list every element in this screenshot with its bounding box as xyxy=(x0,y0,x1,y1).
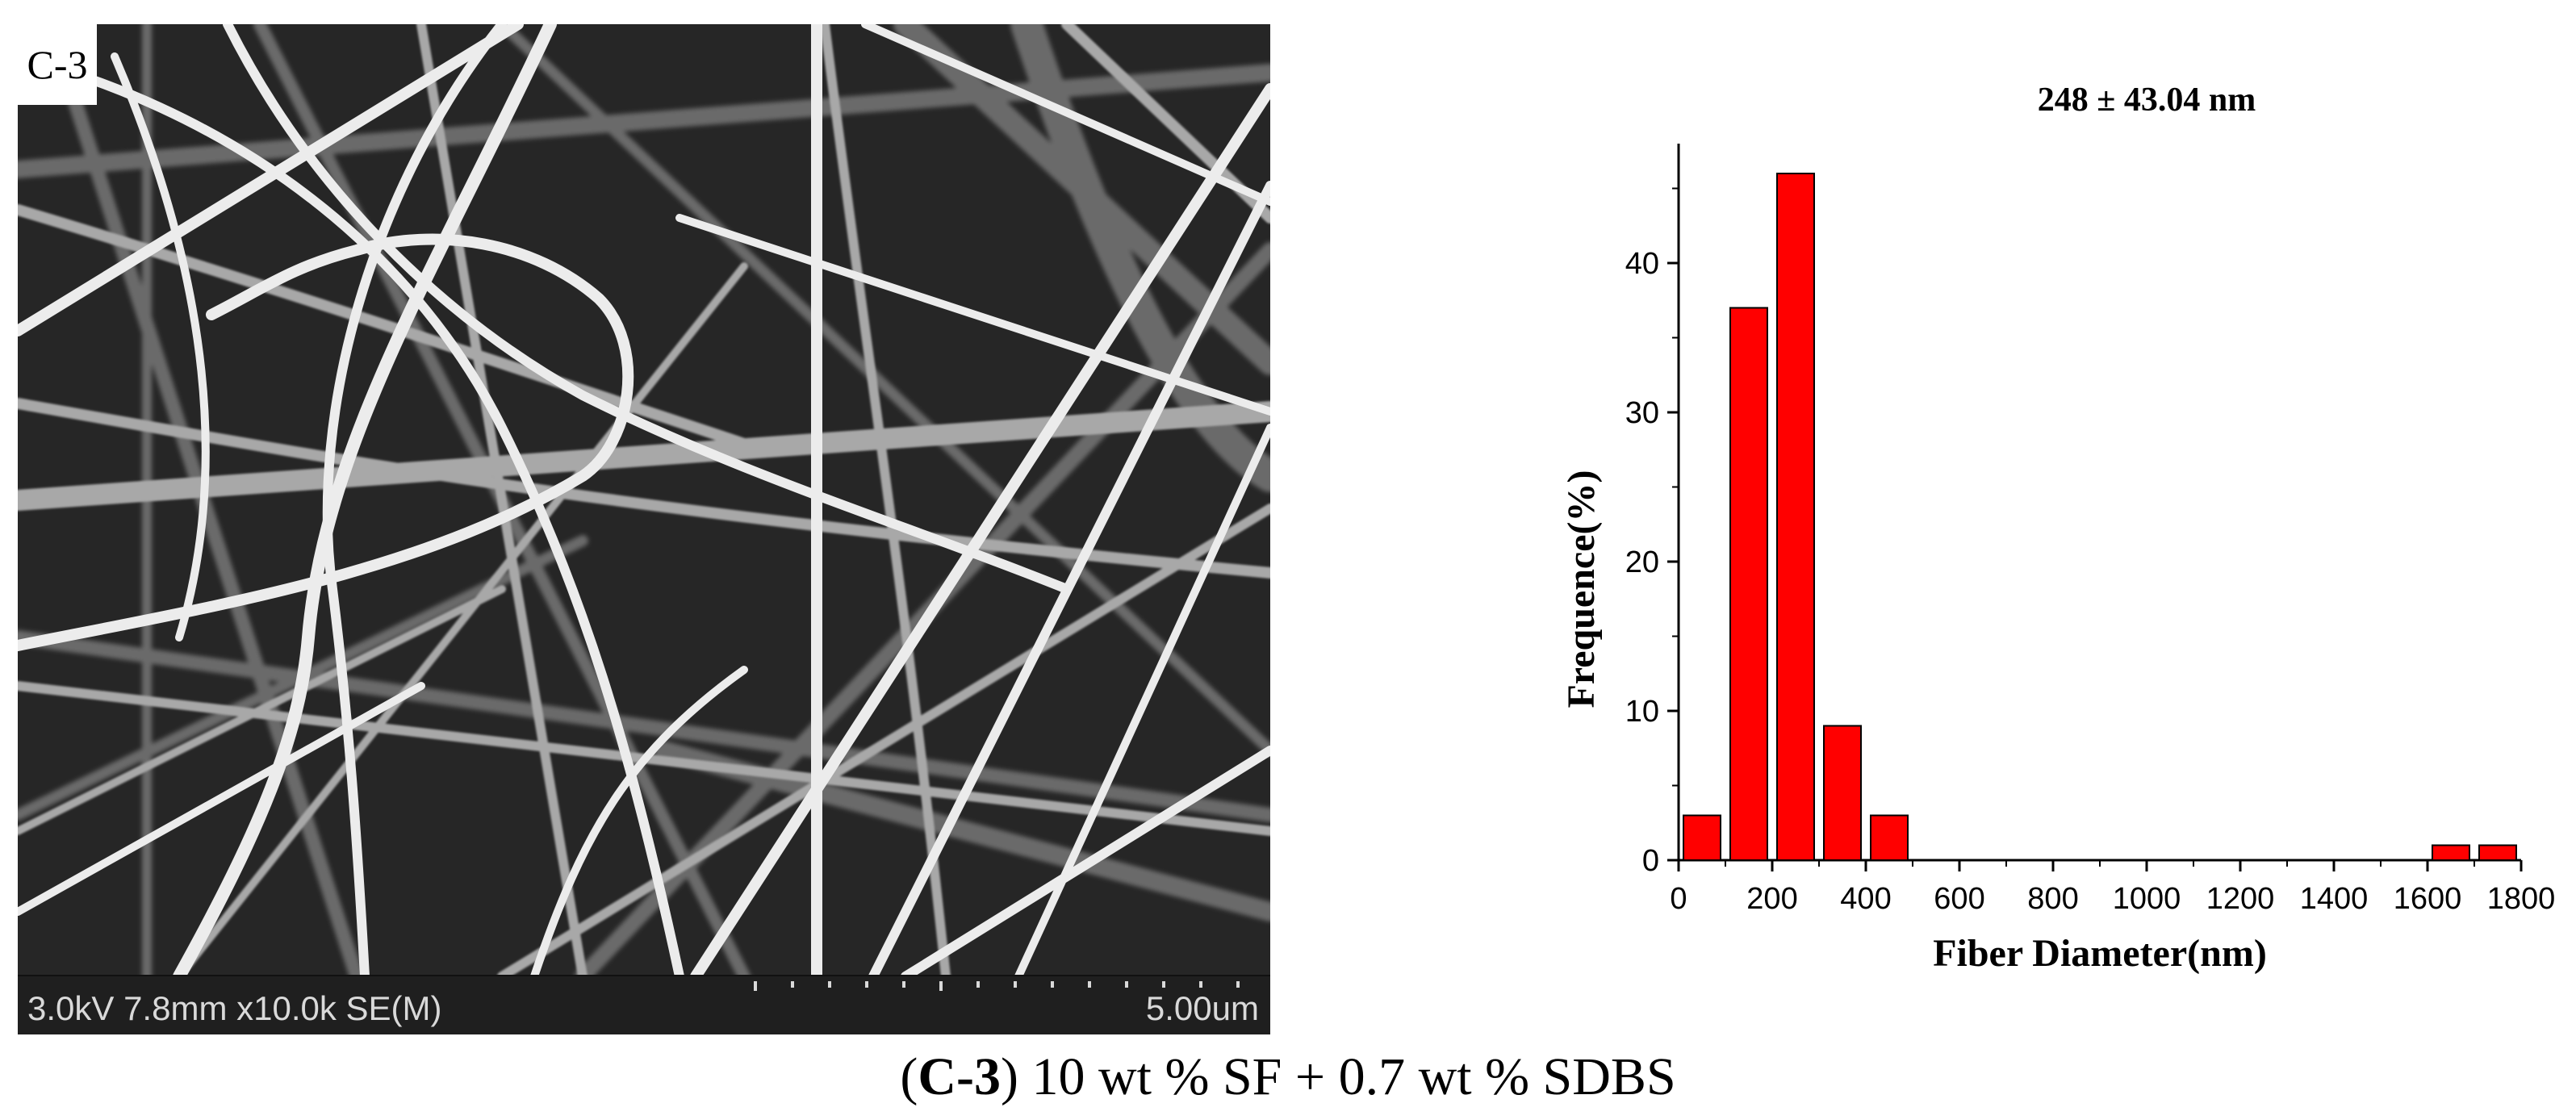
sem-data-bar: 3.0kV 7.8mm x10.0k SE(M) 5.00um xyxy=(18,975,1270,1034)
caption-panel-id: C-3 xyxy=(918,1047,1001,1106)
histogram-bar xyxy=(1870,814,1909,861)
histogram-bar xyxy=(1729,307,1768,861)
y-tick-label: 40 xyxy=(1625,247,1659,281)
panel-label-box: C-3 xyxy=(18,24,97,105)
y-tick-label: 30 xyxy=(1625,396,1659,430)
x-tick-label: 200 xyxy=(1746,882,1797,916)
y-tick-label: 20 xyxy=(1625,545,1659,579)
x-tick-label: 1600 xyxy=(2394,882,2462,916)
x-tick-label: 1200 xyxy=(2206,882,2275,916)
x-axis-label: Fiber Diameter(nm) xyxy=(1933,932,2267,975)
fiber-network-image xyxy=(18,24,1270,976)
histogram-bar xyxy=(1823,725,1862,861)
x-tick-label: 1000 xyxy=(2113,882,2181,916)
sem-acquisition-info: 3.0kV 7.8mm x10.0k SE(M) xyxy=(27,989,442,1027)
y-tick-label: 0 xyxy=(1642,844,1659,878)
panel-label: C-3 xyxy=(27,42,88,87)
histogram-bar xyxy=(1776,173,1815,861)
y-axis-label: Frequence(%) xyxy=(1560,470,1603,708)
chart-title: 248 ± 43.04 nm xyxy=(2038,81,2256,119)
histogram-bar xyxy=(2432,844,2470,861)
caption-open: ( xyxy=(900,1047,918,1106)
figure-caption: (C-3) 10 wt % SF + 0.7 wt % SDBS xyxy=(0,1041,2576,1114)
histogram-bar xyxy=(1683,814,1721,861)
scale-bar-ticks xyxy=(754,981,1240,991)
x-tick-label: 1800 xyxy=(2487,882,2556,916)
sem-micrograph: C-3 3.0kV 7.8mm x10.0k SE(M) 5.00um xyxy=(18,24,1270,1034)
x-tick-label: 1400 xyxy=(2300,882,2369,916)
x-tick-label: 400 xyxy=(1840,882,1891,916)
fiber-diameter-histogram: 248 ± 43.04 nm 0 200 400 600 800 1000 1200 1400… xyxy=(1533,48,2576,1001)
x-tick-label: 600 xyxy=(1934,882,1984,916)
histogram-svg: 248 ± 43.04 nm 0 200 400 600 800 1000 1200 1400… xyxy=(1560,81,2556,975)
histogram-bar xyxy=(2478,844,2517,861)
y-tick-label: 10 xyxy=(1625,695,1659,729)
x-tick-label: 800 xyxy=(2027,882,2078,916)
caption-text: ) 10 wt % SF + 0.7 wt % SDBS xyxy=(1000,1047,1676,1106)
x-tick-label: 0 xyxy=(1670,882,1687,916)
sem-scale-label: 5.00um xyxy=(1145,989,1259,1027)
